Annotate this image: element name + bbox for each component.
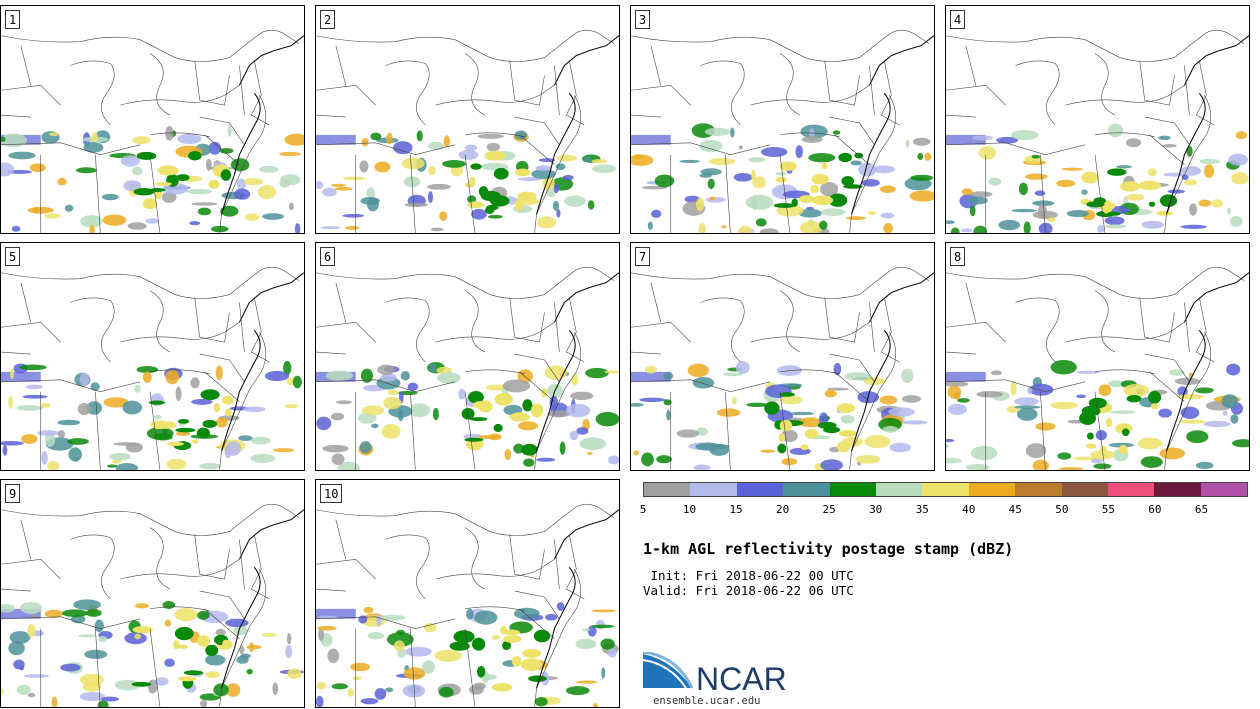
tick-label: 40: [962, 503, 976, 516]
color-swatch-8: [1015, 483, 1062, 496]
stamp-panel-7: 7: [630, 242, 935, 471]
color-swatch-10: [1107, 483, 1155, 496]
tick-label: 55: [1101, 503, 1115, 516]
member-number: 5: [5, 247, 21, 266]
color-swatch-11: [1154, 483, 1201, 496]
map-3: [631, 29, 934, 233]
ncar-logo: NCAR: [642, 652, 787, 694]
tick-label: 20: [775, 503, 790, 516]
map-4: [946, 29, 1249, 233]
color-swatch-6: [922, 483, 969, 496]
stamp-panel-5: 5: [0, 242, 305, 471]
stamp-panel-2: 2: [315, 5, 620, 234]
tick-label: 50: [1055, 503, 1069, 516]
member-number: 8: [950, 247, 966, 266]
tick-label: 30: [869, 503, 883, 516]
member-number: 3: [635, 10, 651, 29]
stamp-panel-9: 9: [0, 479, 305, 708]
map-1: [1, 29, 304, 233]
color-swatch-3: [783, 483, 830, 496]
member-number: 9: [5, 484, 21, 503]
stamp-panel-4: 4: [945, 5, 1250, 234]
tick-label: 45: [1008, 503, 1022, 516]
map-8: [946, 266, 1249, 470]
map-5: [1, 266, 304, 470]
tick-label: 5: [639, 503, 647, 516]
color-swatch-7: [968, 483, 1016, 496]
member-number: 4: [950, 10, 966, 29]
tick-label: 60: [1148, 503, 1162, 516]
color-swatch-0: [644, 483, 691, 496]
stamp-panel-1: 1: [0, 5, 305, 234]
tick-label: 25: [822, 503, 836, 516]
member-number: 10: [320, 484, 343, 503]
color-swatch-2: [736, 483, 784, 496]
color-bar-ticks: 5 10 15 20 25 30 35 40 45 50 55 60 65: [639, 503, 1248, 517]
member-number: 7: [635, 247, 651, 266]
tick-label: 35: [915, 503, 929, 516]
tick-label: 65: [1194, 503, 1209, 516]
website-url: ensemble.ucar.edu: [653, 695, 761, 707]
color-swatch-12: [1200, 483, 1248, 496]
member-number: 2: [320, 10, 336, 29]
map-9: [1, 503, 304, 707]
map-2: [316, 29, 619, 233]
stamp-panel-8: 8: [945, 242, 1250, 471]
map-7: [631, 266, 934, 470]
color-swatch-1: [690, 483, 737, 496]
ncar-logo-text: NCAR: [696, 661, 787, 694]
color-swatch-9: [1061, 483, 1108, 496]
map-10: [316, 503, 619, 707]
valid-time: Valid: Fri 2018-06-22 06 UTC: [643, 583, 854, 598]
map-6: [316, 266, 619, 470]
color-swatch-4: [829, 483, 876, 496]
init-time: Init: Fri 2018-06-22 00 UTC: [643, 568, 854, 583]
tick-label: 10: [682, 503, 697, 516]
reflectivity-color-bar: [643, 482, 1248, 497]
member-number: 6: [320, 247, 336, 266]
figure-title: 1-km AGL reflectivity postage stamp (dBZ…: [643, 540, 1014, 558]
member-number: 1: [5, 10, 21, 29]
stamp-panel-10: 10: [315, 479, 620, 708]
color-swatch-5: [875, 483, 923, 496]
stamp-panel-3: 3: [630, 5, 935, 234]
stamp-panel-6: 6: [315, 242, 620, 471]
tick-label: 15: [729, 503, 743, 516]
